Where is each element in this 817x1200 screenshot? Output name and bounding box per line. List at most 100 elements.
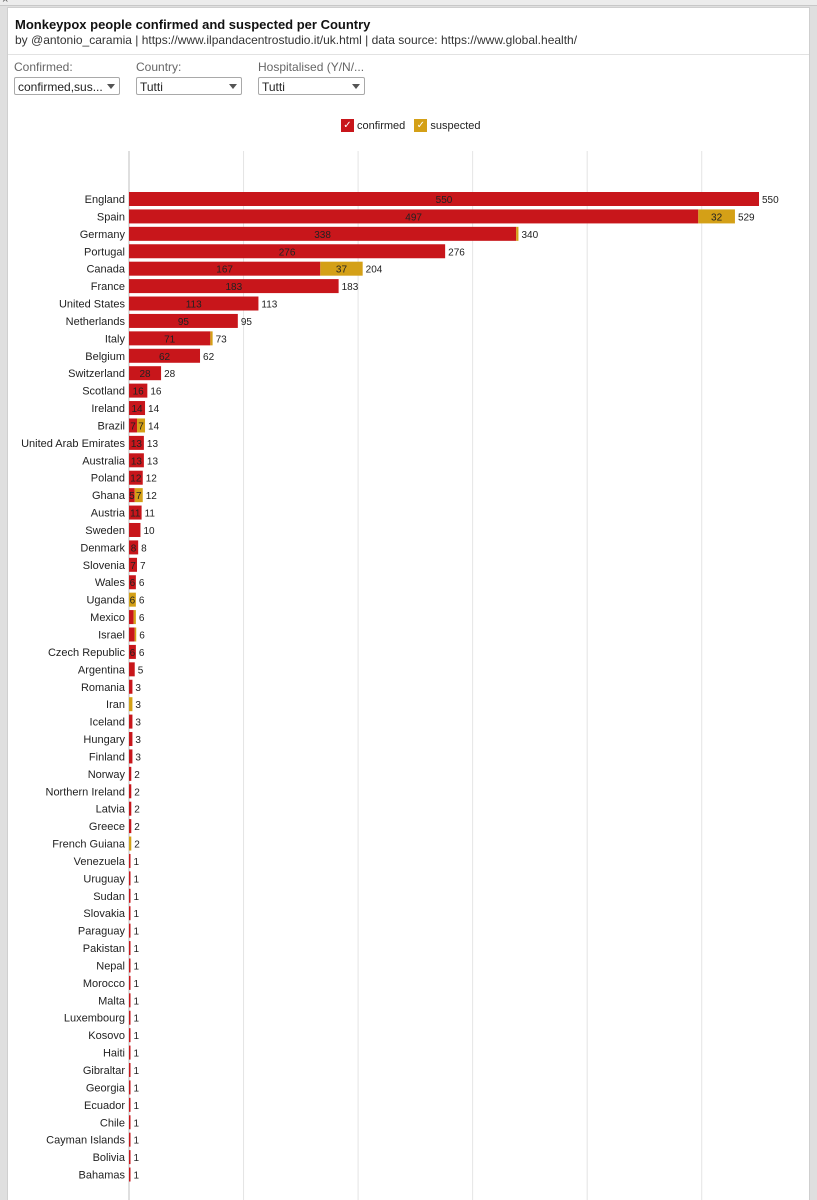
total-label: 3: [135, 683, 141, 694]
category-label: Iran: [106, 699, 125, 711]
total-label: 113: [261, 300, 277, 311]
bar-confirmed: [129, 749, 133, 764]
bar-confirmed: [129, 348, 201, 363]
bar-confirmed: [129, 279, 339, 294]
bar-confirmed: [129, 610, 134, 625]
segment-label-confirmed: 16: [133, 387, 145, 398]
segment-label-suspected: 6: [130, 596, 136, 607]
total-label: 1: [134, 1153, 140, 1164]
category-label: Ecuador: [84, 1100, 125, 1112]
total-label: 11: [145, 509, 156, 520]
total-label: 16: [150, 387, 162, 398]
category-label: France: [91, 281, 125, 293]
category-label: Haiti: [103, 1048, 125, 1060]
filter-hospitalised-label: Hospitalised (Y/N/...: [258, 60, 365, 74]
bar-confirmed: [129, 1028, 131, 1043]
total-label: 1: [134, 857, 140, 868]
country-select-value: Tutti: [140, 80, 163, 94]
category-label: Chile: [100, 1117, 125, 1129]
suspected-checkbox-icon[interactable]: ✓: [414, 119, 428, 132]
bar-confirmed: [129, 958, 131, 973]
total-label: 2: [134, 840, 140, 851]
total-label: 6: [139, 578, 145, 589]
total-label: 7: [140, 561, 146, 572]
segment-label-confirmed: 7: [130, 421, 136, 432]
category-label: Malta: [98, 995, 126, 1007]
bar-suspected: [137, 418, 146, 433]
filter-country-label: Country:: [136, 60, 182, 74]
category-label: Bolivia: [93, 1152, 126, 1164]
category-label: Israel: [98, 630, 125, 642]
bar-confirmed: [129, 366, 162, 381]
bar-suspected: [320, 261, 363, 276]
category-label: Portugal: [84, 246, 125, 258]
total-label: 12: [146, 474, 158, 485]
bar-suspected: [516, 226, 519, 241]
bar-suspected: [129, 836, 132, 851]
hospitalised-select-value: Tutti: [262, 80, 285, 94]
category-label: Canada: [86, 264, 125, 276]
category-label: Italy: [105, 333, 126, 345]
bar-confirmed: [129, 1150, 131, 1165]
bar-confirmed: [129, 714, 133, 729]
bar-confirmed: [129, 522, 141, 537]
bar-confirmed: [129, 784, 132, 799]
total-label: 1: [134, 944, 140, 955]
category-label: Norway: [88, 769, 126, 781]
total-label: 6: [139, 596, 145, 607]
category-label: Argentina: [78, 664, 126, 676]
bar-confirmed: [129, 906, 131, 921]
total-label: 1: [134, 892, 140, 903]
category-label: Nepal: [96, 960, 125, 972]
bar-suspected: [698, 209, 735, 224]
bar-confirmed: [129, 1080, 131, 1095]
category-label: England: [85, 194, 125, 206]
category-label: Belgium: [85, 351, 125, 363]
total-label: 183: [342, 282, 359, 293]
category-label: Ireland: [91, 403, 125, 415]
total-label: 28: [164, 369, 176, 380]
total-label: 1: [134, 961, 140, 972]
confirmed-checkbox-icon[interactable]: ✓: [341, 119, 354, 132]
bar-suspected: [134, 627, 137, 642]
total-label: 529: [738, 212, 755, 223]
filter-confirmed: Confirmed: confirmed,sus...: [14, 60, 120, 95]
bar-confirmed: [129, 941, 131, 956]
total-label: 1: [134, 1101, 140, 1112]
total-label: 1: [134, 1083, 140, 1094]
legend-item-suspected[interactable]: ✓ suspected: [414, 119, 481, 132]
bar-confirmed: [129, 644, 136, 659]
category-label: Scotland: [82, 386, 125, 398]
hospitalised-select[interactable]: Tutti: [258, 77, 365, 95]
category-label: Sudan: [93, 891, 125, 903]
bar-confirmed: [129, 192, 759, 206]
bar-confirmed: [129, 627, 135, 642]
segment-label-confirmed: 28: [139, 369, 151, 380]
segment-label-confirmed: 6: [130, 648, 136, 659]
bar-suspected: [129, 592, 136, 607]
chevron-down-icon: [352, 84, 360, 89]
bar-confirmed: [129, 418, 138, 433]
category-label: Netherlands: [66, 316, 126, 328]
category-label: Cayman Islands: [46, 1135, 125, 1147]
bar-confirmed: [129, 540, 139, 555]
legend-label-confirmed: confirmed: [357, 119, 406, 132]
total-label: 1: [134, 1171, 140, 1182]
total-label: 3: [135, 718, 141, 729]
country-select[interactable]: Tutti: [136, 77, 242, 95]
bar-suspected: [133, 610, 136, 625]
category-label: Slovenia: [83, 560, 126, 572]
close-icon[interactable]: ×: [2, 0, 9, 6]
total-label: 2: [134, 770, 140, 781]
total-label: 1: [134, 996, 140, 1007]
confirmed-select[interactable]: confirmed,sus...: [14, 77, 120, 95]
legend-item-confirmed[interactable]: ✓ confirmed: [341, 119, 405, 132]
segment-label-suspected: 32: [711, 212, 723, 223]
total-label: 1: [134, 979, 140, 990]
bar-confirmed: [129, 871, 131, 886]
category-label: Slovakia: [83, 908, 125, 920]
category-label: Morocco: [83, 978, 125, 990]
bar-suspected: [134, 488, 143, 503]
bar-confirmed: [129, 401, 146, 416]
